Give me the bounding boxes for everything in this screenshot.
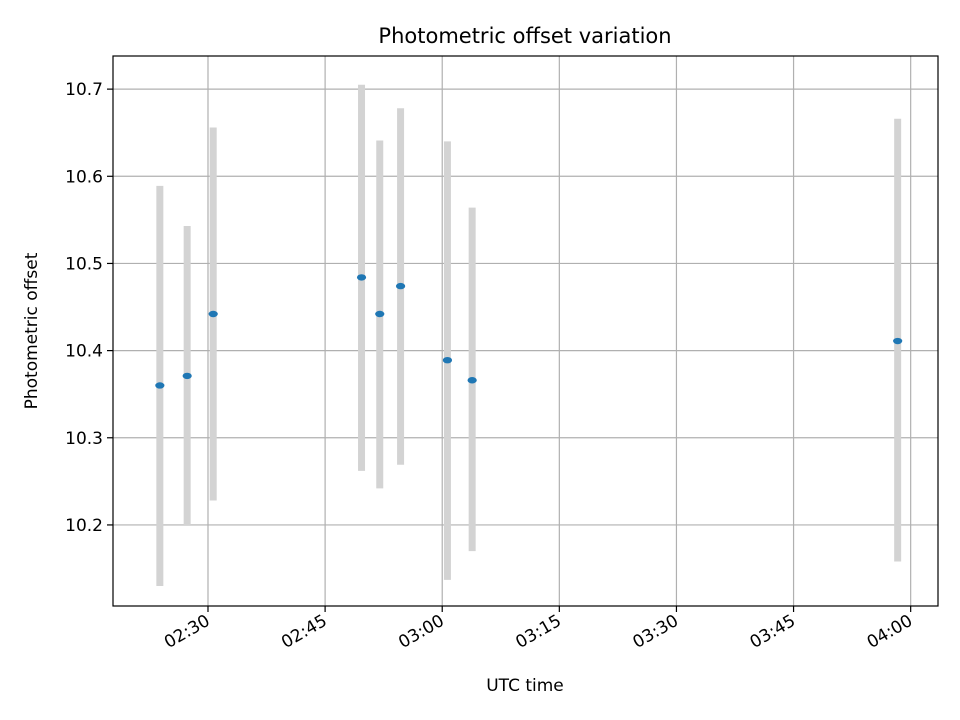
x-tick-label: 04:00	[864, 611, 916, 653]
chart-title: Photometric offset variation	[378, 24, 671, 48]
y-tick-label: 10.6	[65, 167, 103, 187]
data-point	[375, 310, 385, 318]
data-point	[467, 377, 477, 384]
y-tick-label: 10.3	[65, 429, 103, 449]
data-point	[356, 274, 367, 281]
x-tick-label: 03:00	[395, 611, 447, 653]
x-axis-label: UTC time	[486, 676, 564, 696]
y-tick-label: 10.2	[65, 516, 103, 536]
y-tick-label: 10.7	[65, 80, 103, 100]
data-point	[182, 372, 192, 380]
y-tick-label: 10.5	[65, 254, 103, 274]
x-tick-label: 03:15	[512, 611, 564, 653]
data-point	[395, 282, 406, 290]
data-point	[893, 337, 903, 345]
x-tick-label: 02:45	[278, 611, 330, 653]
y-axis-label: Photometric offset	[22, 252, 42, 409]
x-tick-label: 02:30	[161, 611, 213, 653]
data-point	[155, 382, 165, 389]
error-bars	[156, 84, 902, 586]
y-tick-label: 10.4	[65, 342, 103, 362]
data-point	[208, 310, 218, 318]
x-tick-label: 03:30	[630, 611, 682, 653]
x-axis-ticks: 02:30 02:45 03:00 03:15 03:30 03:45 04:00	[161, 606, 916, 653]
grid	[113, 56, 938, 606]
x-tick-label: 03:45	[747, 611, 799, 653]
y-axis-ticks: 10.2 10.3 10.4 10.5 10.6 10.7	[65, 80, 113, 536]
data-point	[442, 356, 453, 364]
data-points	[155, 274, 903, 389]
plot-frame	[112, 55, 939, 607]
